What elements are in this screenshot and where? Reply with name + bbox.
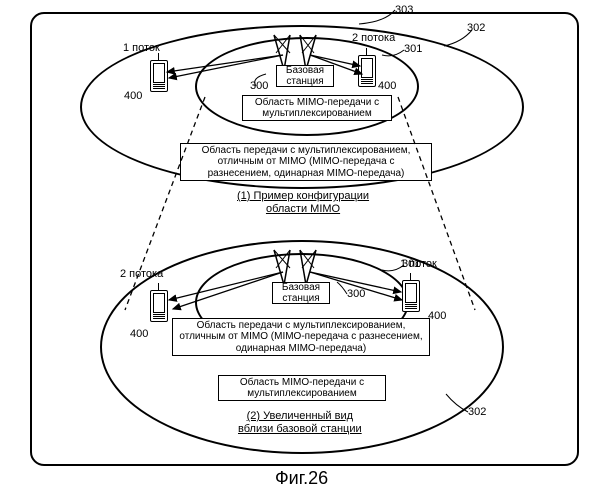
- figure-label: Фиг.26: [275, 468, 328, 489]
- overlay-lines: [0, 0, 603, 500]
- figure-page: 303 302 301 300 Базовая станция 400 1 по…: [0, 0, 603, 500]
